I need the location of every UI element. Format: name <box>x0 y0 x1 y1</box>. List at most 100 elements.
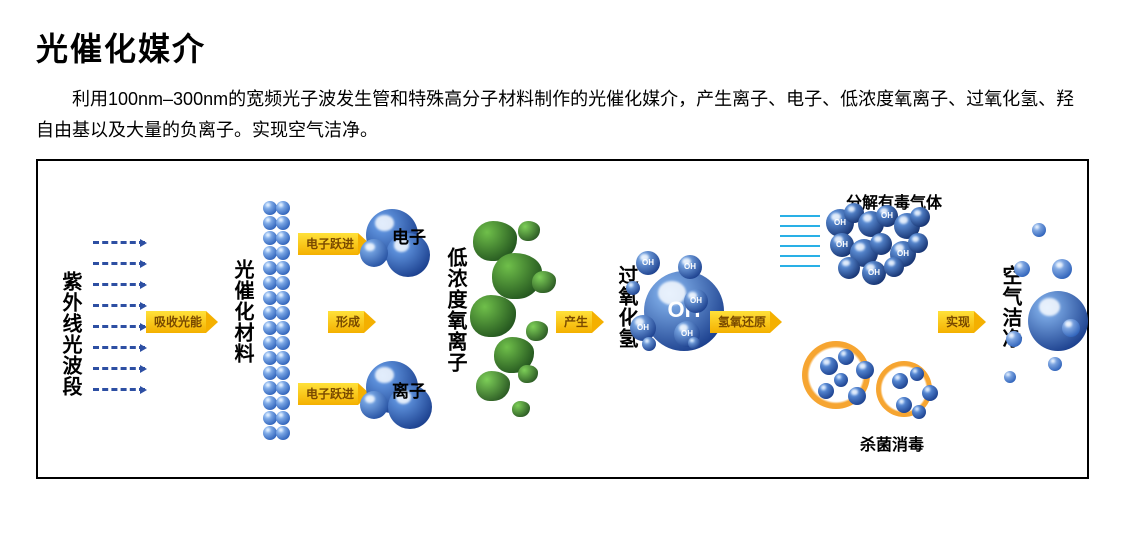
sphere-icon <box>263 276 277 290</box>
sphere-icon <box>263 246 277 260</box>
uv-ray-icon <box>93 283 145 286</box>
sphere-icon <box>276 231 290 245</box>
stage-label: 低浓度氧离子 <box>443 247 466 373</box>
sphere-icon <box>360 239 388 267</box>
sphere-icon <box>263 291 277 305</box>
uv-ray-icon <box>93 262 145 265</box>
arrow-head-icon <box>364 311 376 333</box>
sphere-icon <box>263 261 277 275</box>
sphere-icon <box>263 201 277 215</box>
sphere-icon <box>1004 371 1016 383</box>
sphere-icon <box>263 426 277 440</box>
uv-ray-icon <box>93 304 145 307</box>
air-trail-icon <box>780 235 820 237</box>
sphere-icon <box>276 336 290 350</box>
process-arrow: 吸收光能 <box>146 311 206 333</box>
air-trail-icon <box>780 215 820 217</box>
sphere-icon <box>684 289 708 313</box>
arrow-label: 电子跃进 <box>298 233 358 255</box>
arrow-label: 电子跃进 <box>298 383 358 405</box>
sphere-icon <box>276 246 290 260</box>
arrow-label: 吸收光能 <box>146 311 206 333</box>
sphere-icon <box>276 396 290 410</box>
process-arrow: 产生 <box>556 311 592 333</box>
uv-ray-icon <box>93 388 145 391</box>
sphere-icon <box>263 381 277 395</box>
sphere-icon <box>838 257 860 279</box>
sphere-icon <box>626 281 640 295</box>
sphere-icon <box>276 426 290 440</box>
oxygen-ion-icon <box>476 371 510 401</box>
arrow-head-icon <box>592 311 604 333</box>
process-arrow: 电子跃进 <box>298 383 358 405</box>
oxygen-ion-icon <box>512 401 530 417</box>
sphere-icon <box>908 233 928 253</box>
sphere-icon <box>263 411 277 425</box>
sphere-icon <box>642 337 656 351</box>
sphere-icon <box>276 201 290 215</box>
sphere-icon <box>1052 259 1072 279</box>
sphere-icon <box>263 396 277 410</box>
electron-label: 电子 <box>392 223 426 248</box>
air-trail-icon <box>780 245 820 247</box>
uv-ray-icon <box>93 325 145 328</box>
sphere-icon <box>912 405 926 419</box>
process-arrow: 电子跃进 <box>298 233 358 255</box>
sphere-icon <box>910 207 930 227</box>
arrow-label: 产生 <box>556 311 592 333</box>
process-diagram: 紫外线光波段吸收光能光催化材料电子跃进电子跃进形成电子离子低浓度氧离子产生过氧化… <box>36 159 1089 479</box>
arrow-head-icon <box>770 311 782 333</box>
sphere-icon <box>856 361 874 379</box>
sterilize-caption: 杀菌消毒 <box>860 431 924 455</box>
arrow-head-icon <box>974 311 986 333</box>
sphere-icon <box>263 231 277 245</box>
arrow-label: 氢氧还原 <box>710 311 770 333</box>
sphere-icon <box>263 321 277 335</box>
ion-label: 离子 <box>392 377 426 402</box>
sphere-icon <box>636 251 660 275</box>
uv-ray-icon <box>93 241 145 244</box>
sphere-icon <box>263 336 277 350</box>
page-title: 光催化媒介 <box>36 24 1089 70</box>
arrow-label: 形成 <box>328 311 364 333</box>
uv-ray-icon <box>93 367 145 370</box>
oxygen-ion-icon <box>532 271 556 293</box>
sphere-icon <box>1048 357 1062 371</box>
air-trail-icon <box>780 225 820 227</box>
air-trail-icon <box>780 255 820 257</box>
oxygen-ion-icon <box>470 295 516 337</box>
sphere-icon <box>276 411 290 425</box>
process-arrow: 实现 <box>938 311 974 333</box>
sphere-icon <box>848 387 866 405</box>
air-trail-icon <box>780 265 820 267</box>
sphere-icon <box>922 385 938 401</box>
sphere-icon <box>263 366 277 380</box>
oxygen-ion-icon <box>518 221 540 241</box>
sphere-icon <box>276 261 290 275</box>
sphere-icon <box>1032 223 1046 237</box>
arrow-label: 实现 <box>938 311 974 333</box>
arrow-head-icon <box>206 311 218 333</box>
sphere-icon <box>678 255 702 279</box>
sphere-icon <box>276 321 290 335</box>
stage-label: 紫外线光波段 <box>58 271 81 397</box>
sphere-icon <box>276 381 290 395</box>
sphere-icon <box>1014 261 1030 277</box>
sphere-icon <box>884 257 904 277</box>
stage-label: 光催化材料 <box>230 259 253 364</box>
uv-ray-icon <box>93 346 145 349</box>
sphere-icon <box>263 216 277 230</box>
sphere-icon <box>276 306 290 320</box>
sphere-icon <box>276 216 290 230</box>
process-arrow: 形成 <box>328 311 364 333</box>
sphere-icon <box>263 351 277 365</box>
process-arrow: 氢氧还原 <box>710 311 770 333</box>
sphere-icon <box>1028 291 1088 351</box>
sphere-icon <box>276 291 290 305</box>
sphere-icon <box>360 391 388 419</box>
sphere-icon <box>276 366 290 380</box>
oxygen-ion-icon <box>526 321 548 341</box>
oxygen-ion-icon <box>518 365 538 383</box>
sphere-icon <box>276 351 290 365</box>
sphere-icon <box>862 261 886 285</box>
